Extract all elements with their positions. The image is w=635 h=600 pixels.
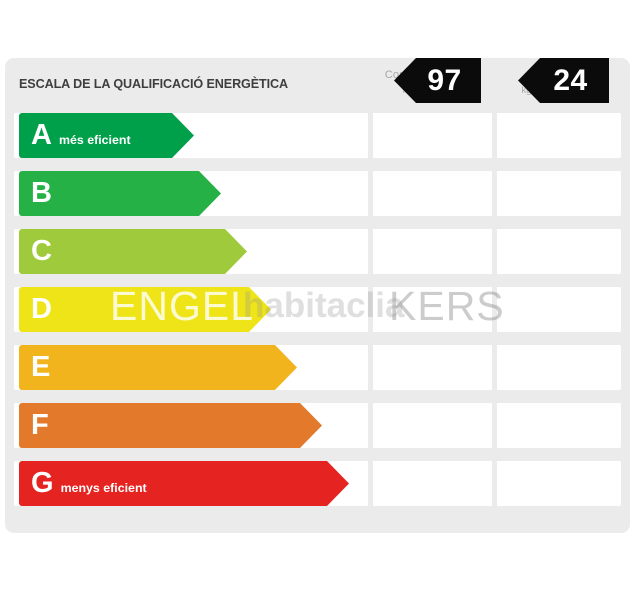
- rating-caption: més eficient: [58, 133, 131, 147]
- rating-letter: D: [31, 293, 52, 325]
- rating-row-e: E: [14, 345, 621, 390]
- cell-divider: [492, 229, 497, 274]
- cell-divider: [368, 171, 373, 216]
- emissions-value-badge: 24: [518, 58, 609, 103]
- rating-row-d: D: [14, 287, 621, 332]
- rating-row-c: C: [14, 229, 621, 274]
- rating-band-b: B: [19, 171, 221, 216]
- cell-divider: [368, 461, 373, 506]
- rating-caption: menys eficient: [60, 481, 147, 495]
- cell-divider: [368, 229, 373, 274]
- rating-band-c: C: [19, 229, 247, 274]
- rating-letter: C: [31, 235, 52, 267]
- cell-divider: [492, 113, 497, 158]
- rating-letter: G: [31, 467, 54, 499]
- rating-letter: F: [31, 409, 49, 441]
- rating-letter: E: [31, 351, 51, 383]
- rating-letter: A: [31, 119, 52, 151]
- cell-divider: [368, 403, 373, 448]
- rating-band-e: E: [19, 345, 297, 390]
- cell-divider: [368, 345, 373, 390]
- emissions-value: 24: [553, 63, 588, 97]
- consum-value: 97: [427, 63, 462, 97]
- rating-band-d: D: [19, 287, 271, 332]
- rating-row-b: B: [14, 171, 621, 216]
- rating-band-f: F: [19, 403, 322, 448]
- page-title: ESCALA DE LA QUALIFICACIÓ ENERGÈTICA: [19, 77, 289, 91]
- energy-rating-card: ESCALA DE LA QUALIFICACIÓ ENERGÈTICA Con…: [5, 58, 630, 533]
- cell-divider: [368, 287, 373, 332]
- cell-divider: [368, 113, 373, 158]
- rating-letter: B: [31, 177, 52, 209]
- cell-divider: [492, 171, 497, 216]
- cell-divider: [492, 461, 497, 506]
- cell-divider: [492, 345, 497, 390]
- cell-divider: [492, 403, 497, 448]
- cell-divider: [492, 287, 497, 332]
- rating-row-f: F: [14, 403, 621, 448]
